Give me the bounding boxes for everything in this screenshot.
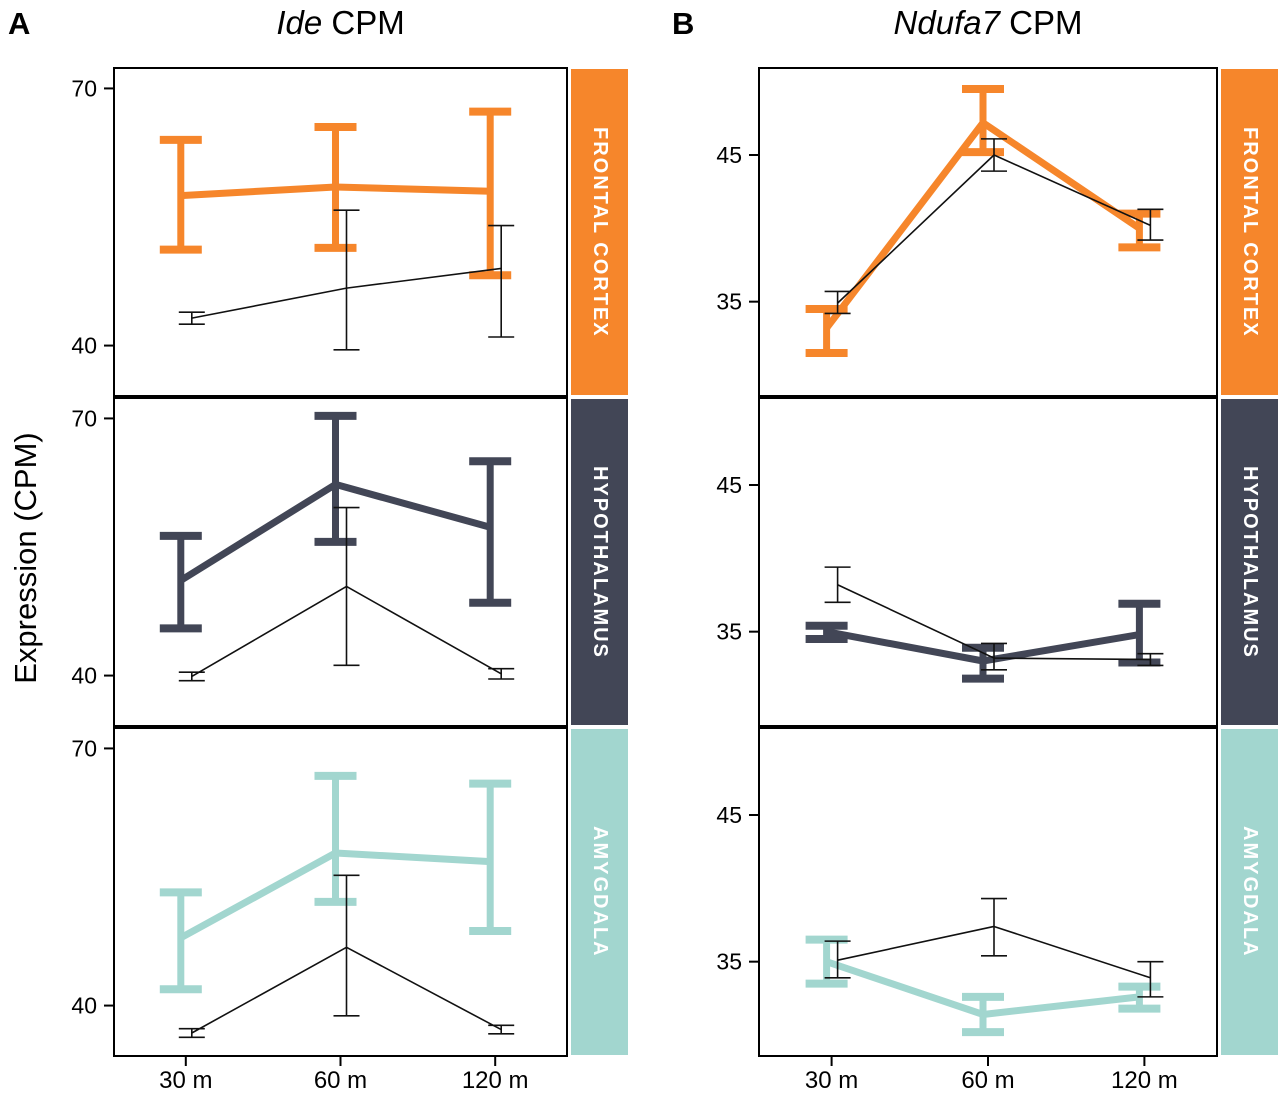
panel-b-title: Ndufa7 CPM (758, 4, 1218, 42)
series-thick-colored (805, 599, 1161, 683)
panel-b-gene-name: Ndufa7 (893, 4, 1000, 41)
panel-a-gene-name: Ide (276, 4, 323, 41)
strip-amygdala: AMYGDALA (571, 729, 628, 1055)
strip-hypothalamus: HYPOTHALAMUS (571, 399, 628, 725)
y-tick-label: 35 (716, 949, 742, 975)
strip-frontal-cortex: FRONTAL CORTEX (571, 69, 628, 395)
panel-a-title-unit: CPM (322, 4, 405, 41)
facet-plot-frontal-cortex: 35 45 (716, 67, 1218, 397)
strip-label-hypothalamus: HYPOTHALAMUS (589, 465, 611, 659)
series-thick-colored (159, 107, 512, 280)
series-thin-black (178, 874, 515, 1039)
x-axis-ticks (830, 1057, 1146, 1066)
x-tick-label: 30 m (159, 1067, 213, 1094)
strip-hypothalamus: HYPOTHALAMUS (1221, 399, 1278, 725)
x-tick-label: 120 m (461, 1067, 529, 1094)
y-tick-label: 70 (71, 405, 97, 431)
y-tick-label: 35 (716, 619, 742, 645)
strip-label-frontal-cortex: FRONTAL CORTEX (1239, 126, 1261, 338)
y-tick-label: 70 (71, 75, 97, 101)
strip-frontal-cortex: FRONTAL CORTEX (1221, 69, 1278, 395)
panel-b-title-unit: CPM (999, 4, 1083, 41)
x-axis-ticks (184, 1057, 497, 1066)
series-thick-colored (805, 935, 1161, 1037)
facet-plot-hypothalamus: 35 45 (716, 397, 1218, 727)
facet-plot-frontal-cortex: 40 70 (71, 67, 568, 397)
y-tick-label: 45 (716, 142, 742, 168)
x-tick-label: 60 m (313, 1067, 368, 1094)
y-tick-label: 40 (71, 993, 97, 1019)
y-tick-label: 45 (716, 472, 742, 498)
panel-a-label: A (8, 6, 31, 41)
y-tick-label: 70 (71, 735, 97, 761)
series-thin-black (824, 138, 1164, 315)
series-thick-colored (159, 771, 512, 994)
series-thick-colored (159, 411, 512, 633)
facet-plot-amygdala: 35 45 (716, 727, 1218, 1057)
strip-label-amygdala: AMYGDALA (1239, 826, 1261, 958)
series-thin-black (824, 566, 1164, 671)
panel-a-title: Ide CPM (113, 4, 568, 42)
strip-amygdala: AMYGDALA (1221, 729, 1278, 1055)
x-tick-label: 30 m (804, 1067, 859, 1094)
strip-label-hypothalamus: HYPOTHALAMUS (1239, 465, 1261, 659)
facet-plot-hypothalamus: 40 70 (71, 397, 568, 727)
strip-label-amygdala: AMYGDALA (589, 826, 611, 958)
x-tick-label: 60 m (961, 1067, 1015, 1094)
series-thin-black (824, 897, 1164, 998)
facet-plot-amygdala: 40 70 (71, 727, 568, 1057)
y-tick-label: 35 (716, 289, 742, 315)
series-thin-black (178, 209, 515, 351)
x-tick-label: 120 m (1111, 1067, 1178, 1094)
panel-b-label: B (672, 6, 695, 41)
strip-label-frontal-cortex: FRONTAL CORTEX (589, 126, 611, 338)
series-thin-black (178, 506, 515, 682)
y-tick-label: 40 (71, 663, 97, 689)
y-tick-label: 45 (716, 802, 742, 828)
y-tick-label: 40 (71, 333, 97, 359)
